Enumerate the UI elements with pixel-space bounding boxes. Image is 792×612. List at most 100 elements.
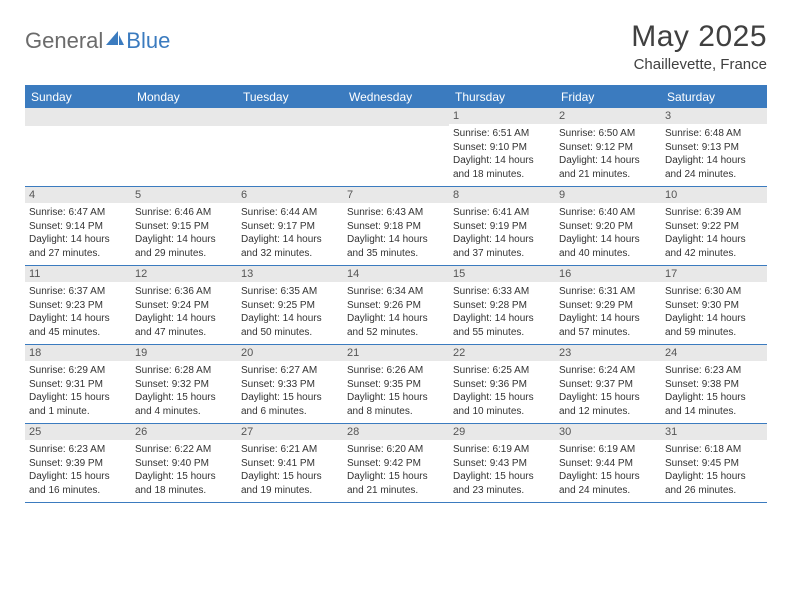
day-header: Thursday — [449, 86, 555, 108]
day-cell: 27Sunrise: 6:21 AMSunset: 9:41 PMDayligh… — [237, 424, 343, 502]
sunrise-text: Sunrise: 6:33 AM — [453, 285, 551, 299]
day-header: Wednesday — [343, 86, 449, 108]
daylight-text: Daylight: 14 hours and 21 minutes. — [559, 154, 657, 181]
daylight-text: Daylight: 14 hours and 59 minutes. — [665, 312, 763, 339]
day-cell — [237, 108, 343, 186]
day-content: Sunrise: 6:44 AMSunset: 9:17 PMDaylight:… — [237, 203, 343, 264]
daylight-text: Daylight: 14 hours and 52 minutes. — [347, 312, 445, 339]
logo-text-blue: Blue — [126, 28, 170, 54]
day-cell: 18Sunrise: 6:29 AMSunset: 9:31 PMDayligh… — [25, 345, 131, 423]
logo: General Blue — [25, 20, 170, 54]
day-number: 4 — [25, 187, 131, 203]
day-content: Sunrise: 6:29 AMSunset: 9:31 PMDaylight:… — [25, 361, 131, 422]
sunrise-text: Sunrise: 6:37 AM — [29, 285, 127, 299]
day-cell: 9Sunrise: 6:40 AMSunset: 9:20 PMDaylight… — [555, 187, 661, 265]
sunset-text: Sunset: 9:43 PM — [453, 457, 551, 471]
calendar: SundayMondayTuesdayWednesdayThursdayFrid… — [25, 85, 767, 503]
day-content: Sunrise: 6:41 AMSunset: 9:19 PMDaylight:… — [449, 203, 555, 264]
day-number: 10 — [661, 187, 767, 203]
daylight-text: Daylight: 14 hours and 40 minutes. — [559, 233, 657, 260]
day-cell: 1Sunrise: 6:51 AMSunset: 9:10 PMDaylight… — [449, 108, 555, 186]
sunset-text: Sunset: 9:19 PM — [453, 220, 551, 234]
day-number-empty — [237, 108, 343, 126]
day-content: Sunrise: 6:23 AMSunset: 9:38 PMDaylight:… — [661, 361, 767, 422]
day-number: 8 — [449, 187, 555, 203]
daylight-text: Daylight: 14 hours and 50 minutes. — [241, 312, 339, 339]
daylight-text: Daylight: 14 hours and 45 minutes. — [29, 312, 127, 339]
daylight-text: Daylight: 15 hours and 23 minutes. — [453, 470, 551, 497]
day-number: 13 — [237, 266, 343, 282]
day-content: Sunrise: 6:39 AMSunset: 9:22 PMDaylight:… — [661, 203, 767, 264]
sunset-text: Sunset: 9:39 PM — [29, 457, 127, 471]
day-content: Sunrise: 6:47 AMSunset: 9:14 PMDaylight:… — [25, 203, 131, 264]
sunrise-text: Sunrise: 6:40 AM — [559, 206, 657, 220]
day-number: 19 — [131, 345, 237, 361]
day-content: Sunrise: 6:40 AMSunset: 9:20 PMDaylight:… — [555, 203, 661, 264]
day-header: Tuesday — [237, 86, 343, 108]
day-number: 28 — [343, 424, 449, 440]
day-cell: 24Sunrise: 6:23 AMSunset: 9:38 PMDayligh… — [661, 345, 767, 423]
day-content: Sunrise: 6:51 AMSunset: 9:10 PMDaylight:… — [449, 124, 555, 185]
sunrise-text: Sunrise: 6:39 AM — [665, 206, 763, 220]
day-cell: 14Sunrise: 6:34 AMSunset: 9:26 PMDayligh… — [343, 266, 449, 344]
daylight-text: Daylight: 14 hours and 18 minutes. — [453, 154, 551, 181]
weeks-container: 1Sunrise: 6:51 AMSunset: 9:10 PMDaylight… — [25, 108, 767, 503]
sunset-text: Sunset: 9:35 PM — [347, 378, 445, 392]
day-cell: 6Sunrise: 6:44 AMSunset: 9:17 PMDaylight… — [237, 187, 343, 265]
sunset-text: Sunset: 9:13 PM — [665, 141, 763, 155]
title-block: May 2025 Chaillevette, France — [631, 20, 767, 73]
sunset-text: Sunset: 9:14 PM — [29, 220, 127, 234]
sunset-text: Sunset: 9:29 PM — [559, 299, 657, 313]
day-content: Sunrise: 6:18 AMSunset: 9:45 PMDaylight:… — [661, 440, 767, 501]
sunrise-text: Sunrise: 6:34 AM — [347, 285, 445, 299]
day-number: 1 — [449, 108, 555, 124]
sunrise-text: Sunrise: 6:23 AM — [29, 443, 127, 457]
sunrise-text: Sunrise: 6:26 AM — [347, 364, 445, 378]
day-number: 22 — [449, 345, 555, 361]
week-row: 18Sunrise: 6:29 AMSunset: 9:31 PMDayligh… — [25, 345, 767, 424]
day-cell: 2Sunrise: 6:50 AMSunset: 9:12 PMDaylight… — [555, 108, 661, 186]
day-content: Sunrise: 6:19 AMSunset: 9:44 PMDaylight:… — [555, 440, 661, 501]
sunset-text: Sunset: 9:30 PM — [665, 299, 763, 313]
sunrise-text: Sunrise: 6:46 AM — [135, 206, 233, 220]
day-number-empty — [131, 108, 237, 126]
sunset-text: Sunset: 9:33 PM — [241, 378, 339, 392]
sunset-text: Sunset: 9:17 PM — [241, 220, 339, 234]
day-number-empty — [343, 108, 449, 126]
sunrise-text: Sunrise: 6:48 AM — [665, 127, 763, 141]
day-cell: 20Sunrise: 6:27 AMSunset: 9:33 PMDayligh… — [237, 345, 343, 423]
day-number: 16 — [555, 266, 661, 282]
sunset-text: Sunset: 9:20 PM — [559, 220, 657, 234]
daylight-text: Daylight: 15 hours and 21 minutes. — [347, 470, 445, 497]
week-row: 11Sunrise: 6:37 AMSunset: 9:23 PMDayligh… — [25, 266, 767, 345]
day-content: Sunrise: 6:24 AMSunset: 9:37 PMDaylight:… — [555, 361, 661, 422]
sunset-text: Sunset: 9:10 PM — [453, 141, 551, 155]
day-number: 9 — [555, 187, 661, 203]
sunrise-text: Sunrise: 6:31 AM — [559, 285, 657, 299]
sunset-text: Sunset: 9:32 PM — [135, 378, 233, 392]
daylight-text: Daylight: 15 hours and 19 minutes. — [241, 470, 339, 497]
day-content: Sunrise: 6:30 AMSunset: 9:30 PMDaylight:… — [661, 282, 767, 343]
logo-text-general: General — [25, 28, 103, 54]
day-cell: 13Sunrise: 6:35 AMSunset: 9:25 PMDayligh… — [237, 266, 343, 344]
sunrise-text: Sunrise: 6:30 AM — [665, 285, 763, 299]
sunrise-text: Sunrise: 6:41 AM — [453, 206, 551, 220]
day-cell: 26Sunrise: 6:22 AMSunset: 9:40 PMDayligh… — [131, 424, 237, 502]
daylight-text: Daylight: 14 hours and 27 minutes. — [29, 233, 127, 260]
day-content: Sunrise: 6:25 AMSunset: 9:36 PMDaylight:… — [449, 361, 555, 422]
sunrise-text: Sunrise: 6:21 AM — [241, 443, 339, 457]
day-content: Sunrise: 6:22 AMSunset: 9:40 PMDaylight:… — [131, 440, 237, 501]
location: Chaillevette, France — [631, 56, 767, 73]
day-header: Friday — [555, 86, 661, 108]
day-cell: 31Sunrise: 6:18 AMSunset: 9:45 PMDayligh… — [661, 424, 767, 502]
day-content: Sunrise: 6:20 AMSunset: 9:42 PMDaylight:… — [343, 440, 449, 501]
sunset-text: Sunset: 9:23 PM — [29, 299, 127, 313]
day-header: Sunday — [25, 86, 131, 108]
sunrise-text: Sunrise: 6:27 AM — [241, 364, 339, 378]
daylight-text: Daylight: 14 hours and 57 minutes. — [559, 312, 657, 339]
day-cell: 23Sunrise: 6:24 AMSunset: 9:37 PMDayligh… — [555, 345, 661, 423]
sunset-text: Sunset: 9:25 PM — [241, 299, 339, 313]
day-content: Sunrise: 6:23 AMSunset: 9:39 PMDaylight:… — [25, 440, 131, 501]
sunrise-text: Sunrise: 6:18 AM — [665, 443, 763, 457]
daylight-text: Daylight: 15 hours and 1 minute. — [29, 391, 127, 418]
